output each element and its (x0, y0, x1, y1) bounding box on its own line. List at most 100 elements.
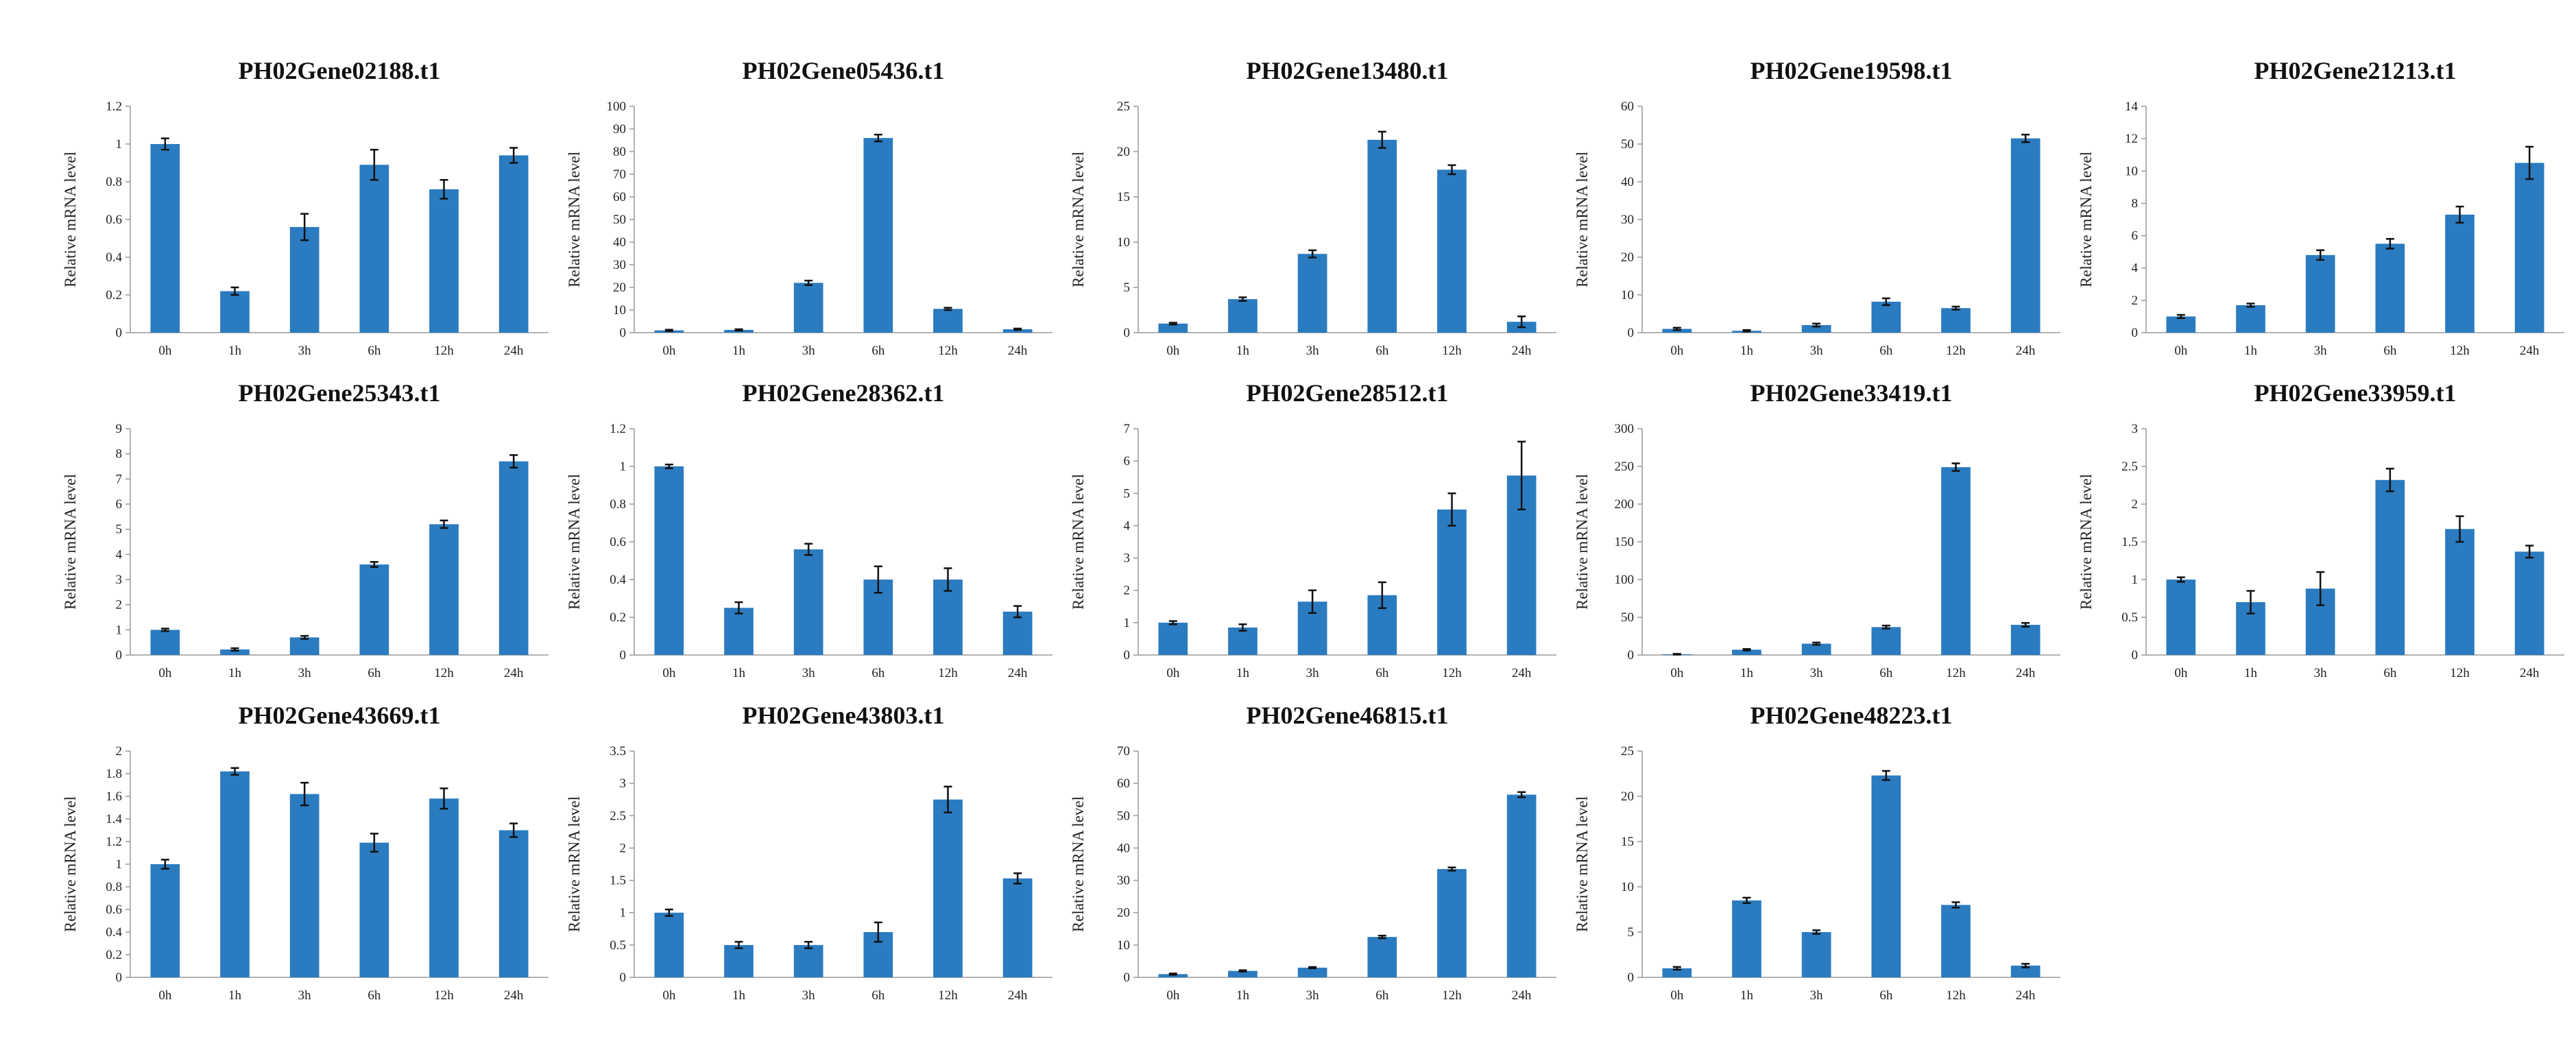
x-tick-label: 6h (1879, 666, 1893, 680)
bar (429, 798, 459, 977)
bar (498, 461, 529, 655)
chart-panel: PH02Gene43803.t1 Relative mRNA level 0 0.5 1… (566, 702, 1052, 1003)
bar (220, 649, 250, 655)
y-tick-label: 0.6 (106, 903, 122, 917)
y-tick-label: 0 (1124, 648, 1131, 663)
x-tick-label: 0h (2174, 344, 2188, 358)
chart-title: PH02Gene33959.t1 (2254, 379, 2457, 407)
y-tick-label: 40 (1621, 175, 1634, 189)
y-tick-label: 0 (2132, 648, 2139, 663)
y-tick-label: 0.6 (106, 213, 122, 227)
x-tick-label: 0h (158, 988, 172, 1003)
bar (1801, 325, 1831, 333)
y-tick-label: 0.2 (106, 288, 122, 302)
x-tick-label: 0h (662, 988, 676, 1003)
y-tick-label: 25 (1621, 744, 1634, 759)
y-tick-label: 0 (1628, 326, 1635, 340)
x-tick-label: 0h (1166, 666, 1180, 680)
chart-title: PH02Gene13480.t1 (1247, 57, 1449, 84)
y-tick-label: 40 (1117, 841, 1130, 855)
x-tick-label: 1h (1236, 988, 1250, 1003)
y-axis-label: Relative mRNA level (566, 796, 583, 932)
x-tick-label: 24h (1008, 666, 1028, 680)
y-tick-label: 0 (1124, 326, 1131, 340)
y-tick-label: 30 (1621, 213, 1634, 227)
x-tick-label: 6h (1879, 344, 1893, 358)
chart-title: PH02Gene43803.t1 (743, 702, 945, 729)
chart-title: PH02Gene43669.t1 (239, 702, 441, 729)
chart-panel: PH02Gene46815.t1 Relative mRNA level 0 10 20… (1070, 702, 1556, 1003)
y-tick-label: 0 (116, 326, 123, 340)
x-tick-label: 3h (298, 344, 312, 358)
y-axis-label: Relative mRNA level (1574, 796, 1591, 932)
x-tick-label: 0h (158, 666, 172, 680)
y-tick-label: 4 (2132, 261, 2139, 276)
y-tick-label: 50 (1621, 137, 1634, 152)
x-tick-label: 6h (368, 988, 381, 1003)
bar (1506, 794, 1537, 977)
chart-panel: PH02Gene33419.t1 Relative mRNA level 0 50 10… (1574, 379, 2060, 680)
x-tick-label: 12h (938, 988, 958, 1003)
bar (654, 466, 684, 655)
x-tick-label: 24h (2016, 988, 2036, 1003)
bar (150, 864, 180, 977)
y-tick-label: 0 (1628, 648, 1635, 663)
y-tick-label: 0.8 (106, 175, 122, 189)
y-tick-label: 0 (1628, 970, 1635, 985)
y-tick-label: 12 (2125, 132, 2138, 146)
y-tick-label: 50 (1117, 809, 1130, 823)
y-tick-label: 10 (1621, 880, 1634, 894)
bar (2445, 214, 2475, 333)
x-tick-label: 12h (1946, 344, 1966, 358)
bar (1437, 509, 1467, 655)
y-axis-label: Relative mRNA level (1574, 152, 1591, 287)
bar (359, 564, 389, 655)
y-tick-label: 150 (1615, 535, 1635, 549)
x-tick-label: 0h (1670, 344, 1684, 358)
y-tick-label: 300 (1615, 422, 1635, 436)
y-tick-label: 25 (1117, 99, 1130, 114)
bar (2010, 965, 2041, 977)
bar (863, 138, 893, 333)
y-axis-label: Relative mRNA level (566, 152, 583, 287)
y-tick-label: 30 (1117, 874, 1130, 888)
y-tick-label: 2 (1124, 584, 1131, 598)
y-tick-label: 3.5 (610, 744, 626, 759)
x-tick-label: 1h (732, 666, 746, 680)
chart-panel: PH02Gene28512.t1 Relative mRNA level 0 1 2 3 4… (1070, 379, 1556, 680)
x-tick-label: 24h (2520, 666, 2540, 680)
y-tick-label: 8 (116, 447, 123, 462)
bar (498, 830, 529, 977)
x-tick-label: 6h (871, 344, 885, 358)
y-axis-label: Relative mRNA level (62, 152, 79, 287)
y-tick-label: 4 (116, 547, 123, 562)
bar (1228, 627, 1257, 655)
x-tick-label: 3h (2314, 344, 2328, 358)
y-tick-label: 2 (116, 598, 123, 612)
y-tick-label: 0 (1124, 970, 1131, 985)
chart-title: PH02Gene05436.t1 (743, 57, 945, 84)
y-tick-label: 1 (620, 460, 627, 474)
bar (359, 842, 389, 977)
y-axis-label: Relative mRNA level (1070, 152, 1087, 287)
y-tick-label: 10 (1117, 235, 1130, 250)
x-tick-label: 24h (2520, 344, 2540, 358)
y-tick-label: 5 (1124, 281, 1131, 295)
y-tick-label: 80 (613, 145, 626, 159)
x-tick-label: 12h (938, 666, 958, 680)
x-tick-label: 1h (1740, 344, 1754, 358)
y-tick-label: 9 (116, 422, 123, 436)
y-tick-label: 70 (1117, 744, 1130, 759)
x-tick-label: 12h (2450, 344, 2470, 358)
y-tick-label: 8 (2132, 196, 2139, 211)
x-tick-label: 1h (228, 988, 242, 1003)
x-tick-label: 0h (158, 344, 172, 358)
x-tick-label: 1h (2244, 344, 2258, 358)
x-tick-label: 3h (1306, 666, 1320, 680)
y-tick-label: 1.5 (2121, 535, 2138, 549)
x-tick-label: 24h (2016, 666, 2036, 680)
y-tick-label: 5 (1124, 486, 1131, 501)
x-tick-label: 12h (1946, 666, 1966, 680)
x-tick-label: 6h (1375, 666, 1389, 680)
bar (2166, 316, 2196, 333)
